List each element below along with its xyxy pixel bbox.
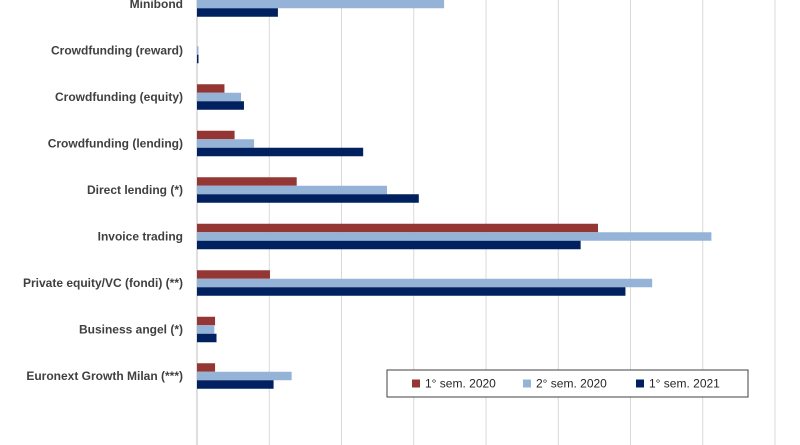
category-label: Crowdfunding (reward) [51, 44, 183, 58]
legend-label: 2° sem. 2020 [536, 377, 607, 391]
category-label: Invoice trading [98, 230, 183, 244]
legend-box [386, 369, 749, 398]
bar [197, 380, 274, 389]
category-label: Crowdfunding (lending) [48, 137, 183, 151]
bar [197, 333, 217, 343]
bar [197, 316, 216, 326]
bar [197, 232, 712, 241]
bar [197, 84, 225, 93]
bar [197, 270, 270, 279]
legend-swatch [412, 379, 420, 388]
legend-label: 1° sem. 2020 [425, 377, 496, 391]
bar [197, 177, 297, 186]
bar [197, 185, 388, 195]
bar [197, 147, 364, 157]
category-label: Private equity/VC (fondi) (**) [23, 276, 183, 290]
gridlines [196, 0, 776, 445]
bar [197, 371, 292, 381]
category-label: Direct lending (*) [87, 183, 183, 197]
bars-group [197, 0, 712, 389]
bar [197, 194, 419, 203]
category-labels: Minibond Crowdfunding (reward) Crowdfundin… [23, 0, 183, 383]
bar [197, 223, 598, 233]
category-label: Crowdfunding (equity) [55, 90, 183, 104]
bar [197, 92, 242, 102]
bar [197, 0, 445, 9]
bar [197, 8, 278, 17]
bar [197, 278, 653, 288]
legend-swatch [523, 379, 531, 388]
bar [197, 325, 215, 334]
bar [197, 287, 626, 296]
bar [197, 240, 581, 250]
bar [197, 46, 199, 55]
legend-label: 1° sem. 2021 [649, 377, 720, 391]
category-label: Euronext Growth Milan (***) [26, 369, 183, 383]
category-label: Business angel (*) [79, 323, 183, 337]
bar [197, 363, 216, 372]
bar [197, 101, 244, 110]
legend: 1° sem. 2020 2° sem. 2020 1° sem. 2021 [386, 369, 749, 398]
bar [197, 54, 199, 64]
bar [197, 130, 235, 140]
legend-swatch [636, 379, 644, 388]
bar [197, 139, 255, 148]
category-label: Minibond [130, 0, 183, 11]
